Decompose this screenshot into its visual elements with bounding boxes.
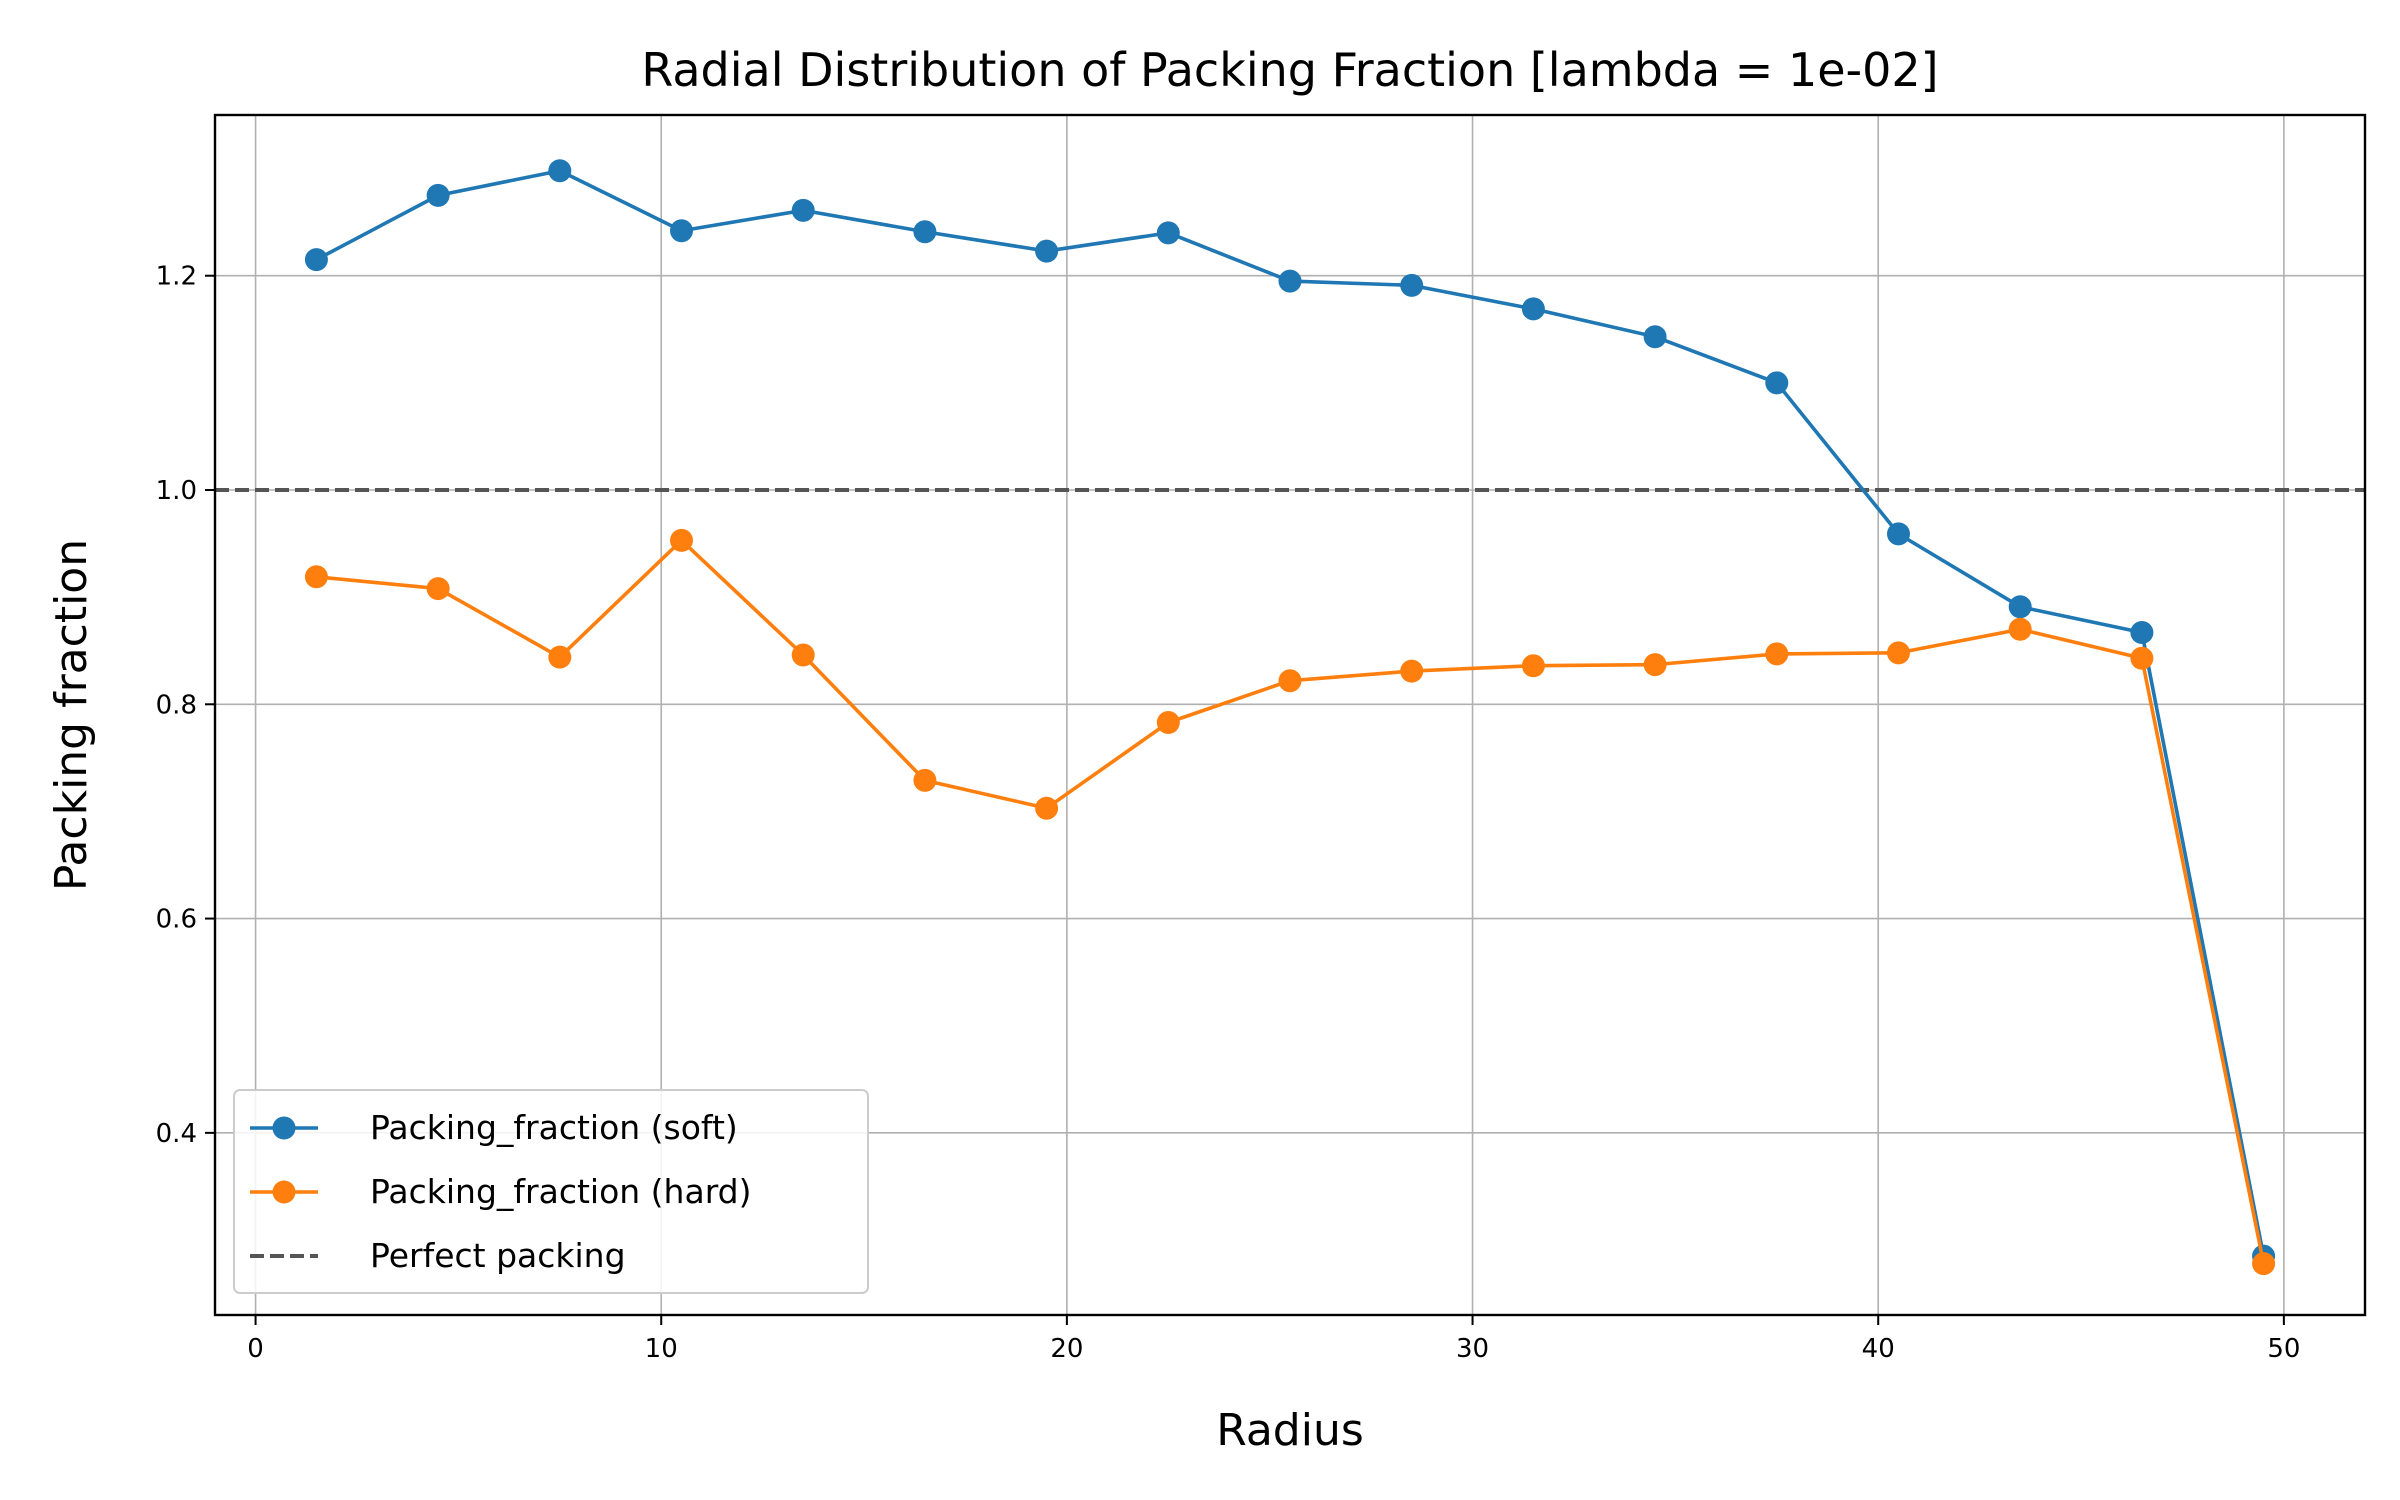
ticks: 0 10 20 30 40 50 0.4 0.6 0.8 1.0 1.2: [156, 262, 2301, 1364]
x-tick-label: 20: [1050, 1334, 1083, 1364]
data-point: [1278, 669, 1302, 693]
data-point: [426, 183, 450, 207]
data-point: [791, 198, 815, 222]
data-point: [670, 528, 694, 552]
x-tick-label: 30: [1456, 1334, 1489, 1364]
data-point: [1886, 522, 1910, 546]
data-point: [1400, 273, 1424, 297]
legend-swatch-marker: [272, 1116, 296, 1140]
data-point: [1156, 221, 1180, 245]
x-tick-label: 50: [2267, 1334, 2300, 1364]
data-point: [1521, 654, 1545, 678]
data-point: [304, 248, 328, 272]
x-tick-label: 0: [247, 1334, 264, 1364]
legend-swatch-marker: [272, 1180, 296, 1204]
data-point: [1521, 297, 1545, 321]
y-tick-label: 0.6: [156, 905, 197, 935]
data-point: [1765, 642, 1789, 666]
data-point: [791, 643, 815, 667]
data-point: [1035, 239, 1059, 263]
y-axis-title: Packing fraction: [46, 539, 97, 891]
x-axis-title: Radius: [1216, 1405, 1364, 1456]
data-point: [2252, 1252, 2276, 1276]
data-point: [1886, 641, 1910, 665]
legend-box: [233, 1089, 869, 1294]
data-point: [670, 219, 694, 243]
data-point: [913, 220, 937, 244]
data-point: [548, 645, 572, 669]
data-point: [548, 159, 572, 183]
x-tick-label: 40: [1862, 1334, 1895, 1364]
data-point: [1765, 371, 1789, 395]
x-tick-label: 10: [645, 1334, 678, 1364]
legend-entry-label: Packing_fraction (hard): [370, 1172, 752, 1211]
y-tick-label: 0.4: [156, 1119, 197, 1149]
data-point: [1156, 711, 1180, 734]
legend-entry-label: Packing_fraction (soft): [370, 1108, 738, 1147]
y-tick-label: 0.8: [156, 690, 197, 720]
data-point: [2008, 595, 2032, 619]
data-point: [304, 565, 328, 589]
legend-entry-label: Perfect packing: [370, 1236, 626, 1275]
data-point: [1643, 653, 1667, 677]
axes-frame: [213, 113, 2367, 1317]
y-tick-label: 1.0: [156, 476, 197, 506]
y-tick-label: 1.2: [156, 262, 197, 292]
data-point: [2008, 617, 2032, 641]
data-point: [1035, 796, 1059, 820]
data-point: [2130, 646, 2154, 670]
data-point: [1400, 659, 1424, 683]
legend: Packing_fraction (soft) Packing_fraction …: [233, 1089, 869, 1294]
data-point: [426, 577, 450, 601]
data-point: [913, 768, 937, 792]
plot-area: [215, 159, 2365, 1276]
data-point: [1643, 325, 1667, 349]
data-point: [1278, 269, 1302, 293]
chart-title: Radial Distribution of Packing Fraction …: [641, 43, 1938, 97]
data-point: [2130, 621, 2154, 644]
